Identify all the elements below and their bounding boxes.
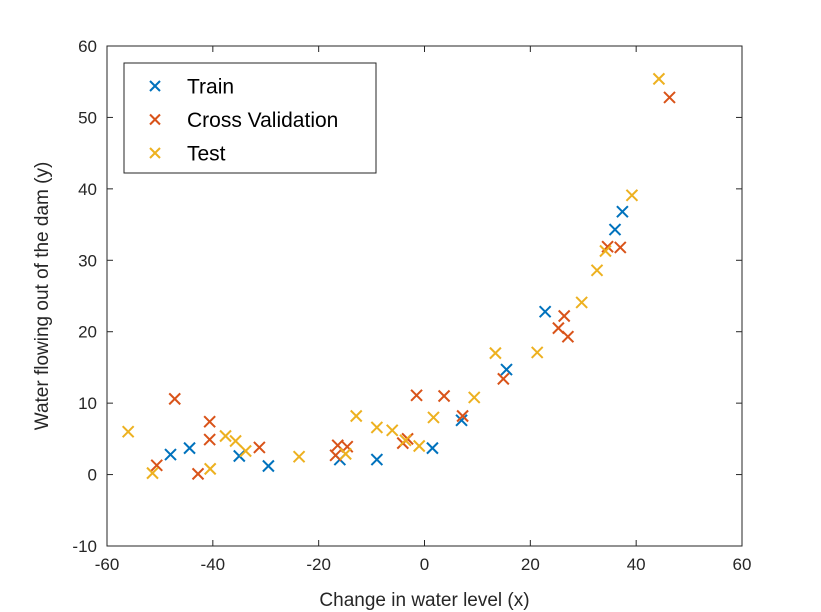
data-point bbox=[652, 72, 666, 86]
legend-label: Cross Validation bbox=[187, 109, 338, 132]
data-point bbox=[168, 392, 181, 406]
data-point bbox=[456, 409, 469, 423]
y-tick-label: 10 bbox=[78, 394, 97, 413]
data-point bbox=[219, 429, 232, 443]
data-point bbox=[426, 441, 439, 455]
data-point bbox=[410, 389, 423, 402]
data-point bbox=[663, 91, 676, 104]
x-tick-label: -40 bbox=[201, 555, 226, 574]
data-point bbox=[497, 372, 510, 386]
x-tick-label: 60 bbox=[733, 555, 752, 574]
data-point bbox=[625, 189, 639, 202]
data-point bbox=[253, 441, 266, 454]
data-point bbox=[599, 244, 612, 258]
data-point bbox=[616, 205, 629, 218]
y-tick-label: 40 bbox=[78, 180, 97, 199]
data-point bbox=[614, 241, 627, 254]
y-tick-label: 0 bbox=[88, 466, 97, 485]
x-axis-label: Change in water level (x) bbox=[319, 590, 529, 611]
data-point bbox=[262, 459, 275, 473]
data-point bbox=[413, 439, 426, 453]
data-point bbox=[370, 421, 384, 434]
data-point bbox=[489, 346, 502, 360]
data-point bbox=[500, 363, 513, 376]
y-tick-label: -10 bbox=[72, 537, 97, 556]
data-point bbox=[538, 305, 552, 318]
data-point bbox=[399, 434, 412, 447]
legend: Train Cross Validation Test bbox=[123, 62, 377, 174]
legend-marker bbox=[149, 113, 161, 126]
data-point bbox=[121, 425, 135, 438]
data-point bbox=[339, 447, 352, 461]
data-point bbox=[455, 414, 468, 427]
data-point bbox=[561, 330, 575, 343]
legend-box bbox=[123, 62, 377, 174]
data-point bbox=[203, 462, 217, 476]
data-point bbox=[164, 448, 177, 461]
y-tick-label: 20 bbox=[78, 323, 97, 342]
x-tick-label: 20 bbox=[521, 555, 540, 574]
data-point bbox=[468, 391, 481, 404]
data-point bbox=[191, 467, 205, 481]
axis-ticks: -60 -40 -20 0 20 40 60 -10 0 10 20 30 40 50 60 bbox=[72, 37, 751, 574]
legend-label: Train bbox=[187, 76, 234, 99]
data-point bbox=[370, 453, 384, 466]
data-point bbox=[292, 450, 306, 463]
legend-marker bbox=[149, 147, 161, 159]
legend-label: Test bbox=[187, 143, 226, 166]
data-point bbox=[150, 459, 163, 472]
data-point bbox=[183, 441, 196, 455]
data-point bbox=[575, 296, 588, 309]
data-point bbox=[386, 424, 399, 437]
data-point bbox=[229, 434, 242, 448]
y-axis-label: Water flowing out of the dam (y) bbox=[32, 162, 53, 431]
data-point bbox=[531, 346, 544, 359]
y-tick-label: 50 bbox=[78, 108, 97, 127]
legend-marker bbox=[149, 80, 161, 92]
data-point bbox=[557, 309, 571, 323]
y-tick-label: 30 bbox=[78, 251, 97, 270]
data-point bbox=[427, 411, 440, 424]
data-point bbox=[203, 433, 216, 446]
y-tick-label: 60 bbox=[78, 37, 97, 56]
data-point bbox=[329, 449, 342, 462]
data-point bbox=[146, 466, 159, 480]
data-point bbox=[350, 409, 363, 423]
x-tick-label: 0 bbox=[420, 555, 429, 574]
data-point bbox=[590, 264, 604, 277]
x-tick-label: 40 bbox=[627, 555, 646, 574]
data-point bbox=[437, 389, 451, 403]
data-point bbox=[608, 223, 622, 236]
data-points bbox=[121, 72, 676, 481]
data-point bbox=[203, 415, 216, 428]
data-point bbox=[239, 444, 252, 458]
x-tick-label: -60 bbox=[95, 555, 120, 574]
x-tick-label: -20 bbox=[306, 555, 331, 574]
